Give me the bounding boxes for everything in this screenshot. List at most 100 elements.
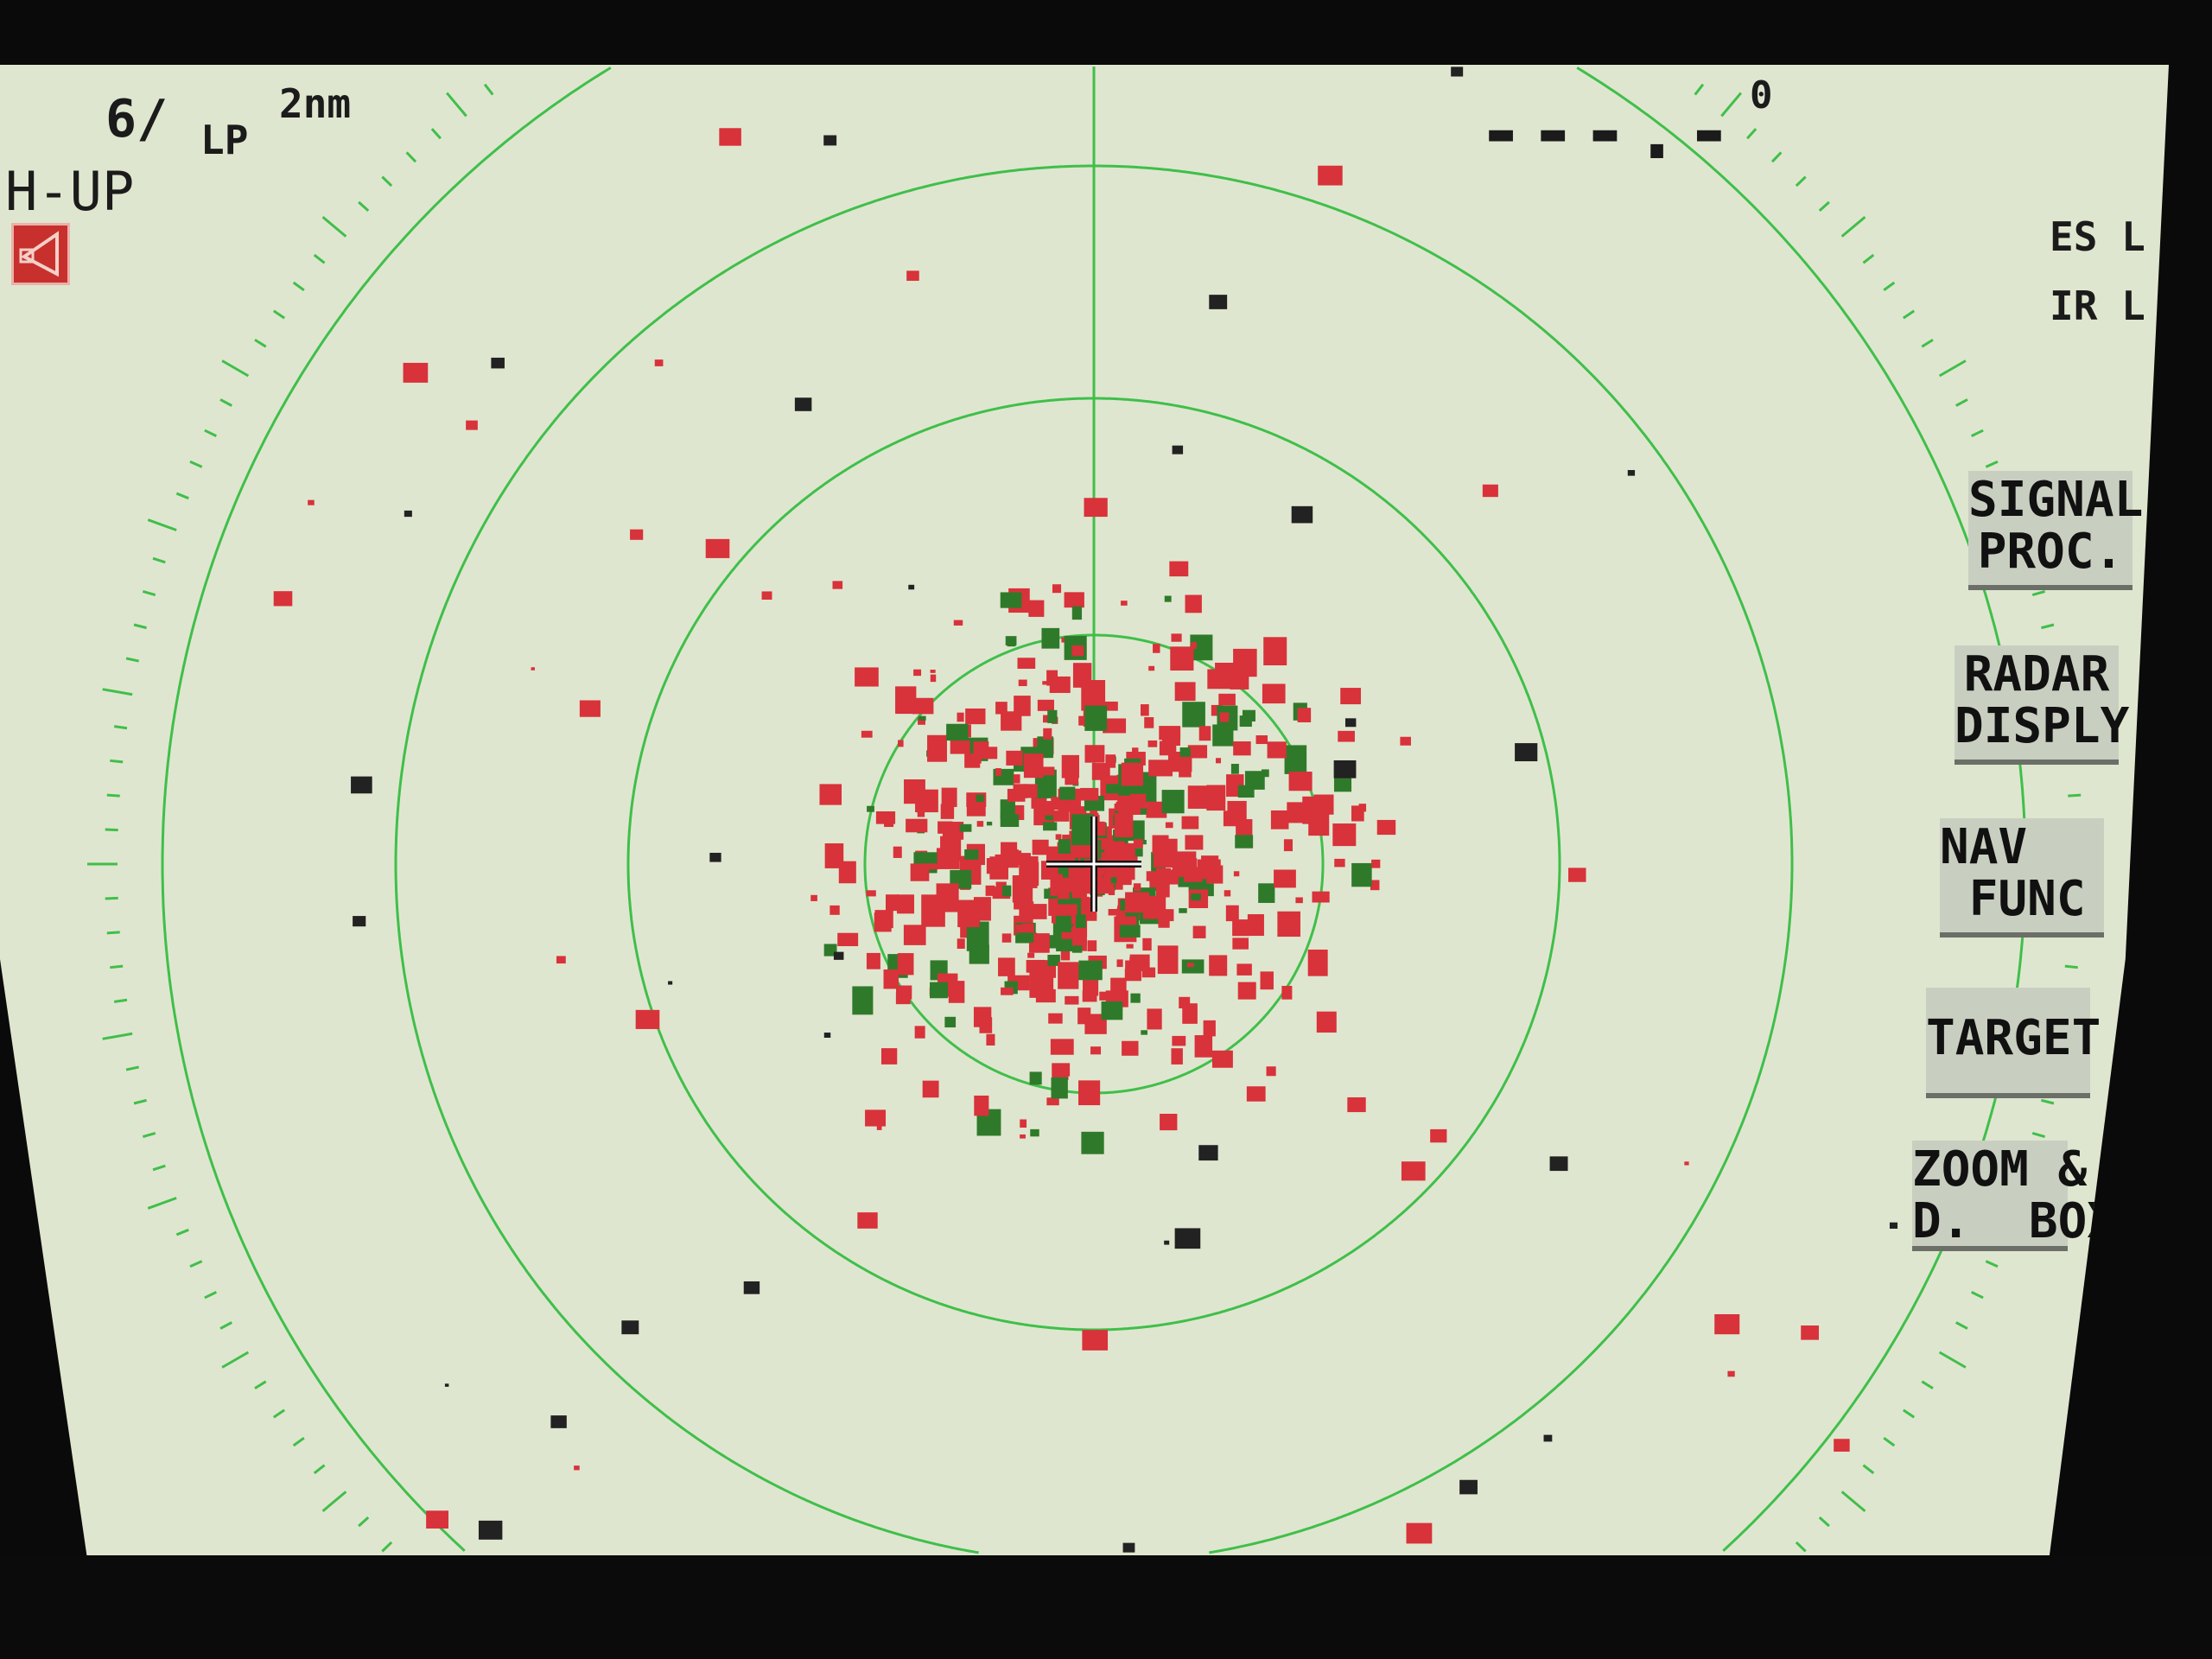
- bearing-tick: [189, 1260, 203, 1268]
- radar-echo: [1114, 803, 1121, 811]
- radar-echo: [1255, 735, 1268, 745]
- radar-echo: [1042, 681, 1048, 685]
- radar-echo: [556, 956, 566, 964]
- radar-echo: [1182, 702, 1205, 728]
- radar-echo: [466, 420, 478, 430]
- radar-echo: [1187, 785, 1209, 809]
- radar-echo: [1133, 883, 1141, 892]
- radar-echo: [1202, 637, 1211, 646]
- radar-echo: [979, 1017, 993, 1033]
- radar-echo: [1262, 683, 1286, 704]
- radar-echo: [1191, 893, 1201, 901]
- radar-echo: [1233, 648, 1257, 677]
- radar-echo: [1211, 1050, 1233, 1068]
- radar-echo: [1284, 745, 1307, 774]
- bearing-tick: [175, 1228, 189, 1236]
- radar-echo: [1198, 726, 1211, 741]
- radar-echo: [861, 730, 873, 738]
- radar-echo: [308, 499, 315, 505]
- bearing-tick: [292, 1436, 305, 1447]
- radar-echo: [957, 712, 964, 722]
- radar-echo: [1052, 810, 1070, 822]
- radar-echo: [1061, 754, 1079, 779]
- radar-echo: [910, 863, 930, 881]
- radar-echo: [705, 538, 730, 558]
- radar-display-button[interactable]: RADAR DISPLY: [1955, 645, 2129, 765]
- radar-echo: [895, 992, 911, 1005]
- radar-echo: [550, 1415, 567, 1428]
- radar-ppi[interactable]: [0, 65, 2169, 1555]
- radar-echo: [1236, 963, 1252, 976]
- radar-echo: [1081, 1131, 1104, 1154]
- radar-echo: [957, 938, 965, 949]
- radar-echo: [621, 1320, 639, 1335]
- radar-echo: [1014, 901, 1021, 910]
- radar-echo: [957, 899, 980, 928]
- bearing-tick: [113, 725, 128, 730]
- range-label[interactable]: 2nm: [279, 80, 352, 127]
- radar-echo: [1048, 1013, 1063, 1024]
- radar-echo: [1076, 914, 1086, 928]
- bearing-tick: [110, 964, 124, 969]
- target-button[interactable]: TARGET: [1926, 988, 2101, 1098]
- radar-echo: [880, 1048, 898, 1065]
- heading-degree-mark: 0: [1750, 73, 1773, 118]
- radar-echo: [1018, 679, 1027, 687]
- radar-echo: [1198, 1145, 1218, 1161]
- radar-echo: [986, 1033, 995, 1046]
- radar-echo: [1051, 1077, 1068, 1099]
- radar-echo: [918, 715, 926, 721]
- radar-echo: [1332, 823, 1357, 847]
- radar-echo: [1232, 938, 1249, 950]
- radar-echo: [1058, 962, 1079, 989]
- radar-echo: [995, 854, 1004, 863]
- bearing-tick: [125, 657, 140, 663]
- radar-echo: [1121, 762, 1144, 786]
- bearing-tick: [175, 492, 189, 500]
- radar-echo: [1014, 696, 1031, 716]
- radar-echo: [1194, 1035, 1213, 1058]
- radar-echo: [1006, 750, 1023, 766]
- radar-echo: [959, 823, 972, 832]
- radar-echo: [904, 779, 925, 804]
- bearing-tick: [102, 688, 133, 696]
- bearing-tick: [102, 1032, 133, 1040]
- radar-echo: [938, 821, 953, 834]
- radar-echo: [1237, 785, 1255, 798]
- radar-echo: [1370, 880, 1380, 891]
- radar-echo: [855, 667, 879, 687]
- radar-echo: [974, 1095, 989, 1116]
- radar-echo: [897, 894, 915, 914]
- range-ring: [626, 397, 1561, 1332]
- radar-echo: [709, 852, 721, 862]
- radar-echo: [654, 359, 664, 366]
- nav-func-button[interactable]: NAV FUNC: [1940, 818, 2104, 938]
- radar-echo: [1129, 954, 1150, 971]
- radar-echo: [930, 670, 936, 673]
- radar-echo: [1451, 67, 1464, 77]
- radar-echo: [1233, 741, 1251, 756]
- signal-proc-button[interactable]: SIGNAL PROC.: [1968, 471, 2143, 590]
- bearing-tick: [1795, 1541, 1807, 1553]
- radar-echo: [1801, 1325, 1819, 1340]
- radar-echo: [1119, 925, 1141, 938]
- radar-echo: [1060, 950, 1071, 961]
- bearing-tick: [204, 429, 218, 437]
- radar-echo: [273, 591, 293, 607]
- radar-echo: [1082, 1330, 1109, 1351]
- radar-echo: [1130, 993, 1141, 1003]
- bearing-tick: [2031, 1132, 2046, 1139]
- radar-echo: [444, 1383, 449, 1387]
- radar-echo: [1288, 772, 1313, 791]
- radar-echo: [823, 1033, 831, 1038]
- radar-echo: [1028, 933, 1050, 953]
- orientation-label[interactable]: H-UP: [5, 160, 135, 223]
- radar-echo: [1012, 875, 1033, 903]
- radar-echo: [1043, 715, 1050, 723]
- radar-echo: [1000, 799, 1015, 819]
- radar-echo: [1714, 1313, 1740, 1335]
- radar-echo: [1080, 787, 1099, 801]
- zoom-dbox-button[interactable]: ZOOM & D. BOX: [1912, 1141, 2117, 1251]
- bearing-tick: [1970, 429, 1984, 437]
- radar-echo: [1191, 641, 1197, 649]
